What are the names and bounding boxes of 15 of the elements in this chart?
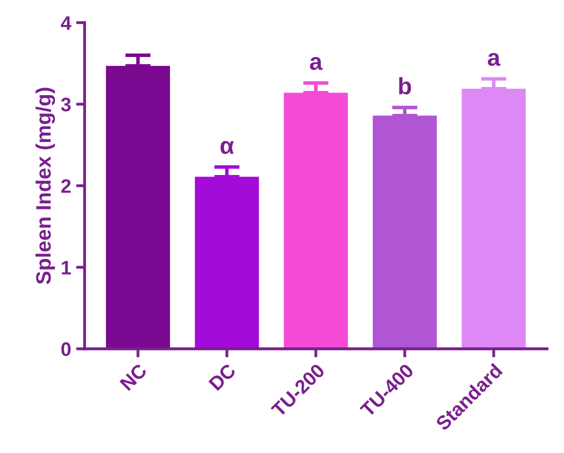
bar [106, 66, 170, 349]
y-tick-label: 2 [61, 179, 71, 193]
bar [284, 92, 348, 349]
annotation: b [399, 77, 412, 94]
annotation: a [310, 57, 323, 70]
x-tick-label: DC [208, 362, 237, 392]
y-tick-label: 3 [61, 98, 71, 112]
annotation: α [220, 141, 234, 154]
bar [194, 176, 259, 349]
y-tick-label: 4 [60, 16, 72, 30]
y-tick-label: 0 [61, 342, 71, 356]
annotation: a [488, 52, 500, 66]
x-tick-label: NC [119, 362, 148, 392]
y-axis-title: Spleen Index (mg/g) [36, 88, 56, 284]
y-tick-label: 1 [62, 260, 71, 274]
